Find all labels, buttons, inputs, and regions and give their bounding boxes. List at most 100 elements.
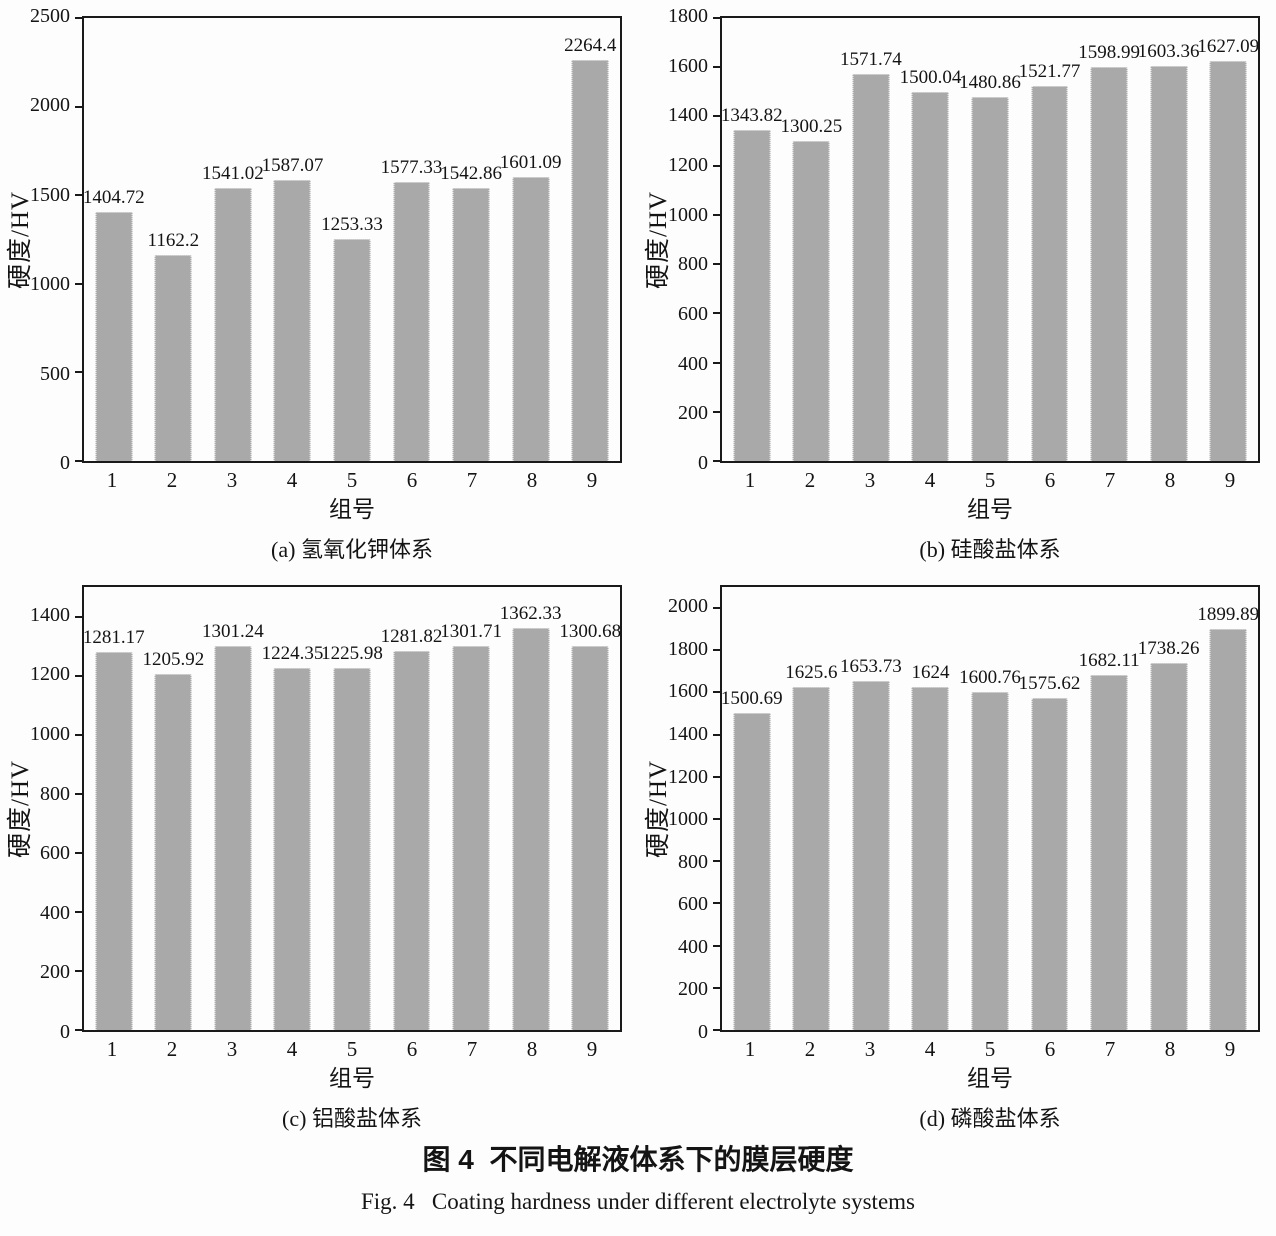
chart-d-body: 硬度/HV 0 200 400 600 800 1000 1200 1400 1600 1800 2…: [638, 585, 1276, 1130]
y-tick-label: 1000: [30, 273, 70, 296]
y-tick-mark: [75, 615, 84, 618]
bar-value-label: 1500.69: [720, 688, 783, 710]
x-tick-label: 4: [286, 468, 298, 492]
figure-caption-en: Fig. 4 Coating hardness under different …: [360, 1189, 915, 1214]
y-tick-label: 2500: [30, 5, 70, 27]
bar-value-label: 1521.77: [1018, 61, 1081, 83]
bar-value-label: 1500.04: [899, 66, 962, 88]
bar: [1090, 67, 1128, 461]
bar-value-label: 1587.07: [261, 154, 324, 176]
y-tick-label: 1600: [668, 54, 708, 77]
y-tick-label: 600: [678, 893, 708, 916]
y-tick-label: 800: [678, 253, 708, 276]
bar: [1031, 86, 1069, 461]
chart-c-y-axis-ticks: 0 200 400 600 800 1000 1200 1400: [30, 585, 82, 1042]
bar-value-label: 1343.82: [720, 105, 783, 127]
bar-value-label: 1300.68: [559, 620, 622, 642]
panel-caption: (c) 铝酸盐体系: [282, 1106, 422, 1131]
y-tick-label: 1200: [30, 663, 70, 686]
chart-b-y-axis-ticks: 0 200 400 600 800 1000 1200 1400 1600 1800: [668, 6, 720, 473]
chart-c-plot-column: 1281.17 1205.92 1301.24 1224.35 1225.98 1281.…: [75, 585, 622, 1131]
chart-a-body: 硬度/HV 0 500 1000 1500 2000 2500 1404.72 1162.2…: [0, 6, 638, 561]
chart-c-y-axis-title-area: 硬度/HV: [0, 585, 36, 1032]
y-tick-mark: [75, 674, 84, 677]
y-tick-label: 1000: [30, 723, 70, 745]
y-tick-mark: [713, 649, 722, 652]
y-tick-mark: [75, 460, 84, 462]
chart-a-y-axis-ticks: 0 500 1000 1500 2000 2500: [30, 6, 82, 473]
bar-value-label: 1899.89: [1197, 604, 1260, 626]
bar: [1209, 629, 1247, 1030]
x-tick-label: 6: [406, 468, 418, 492]
y-tick-mark: [713, 902, 722, 905]
y-tick-label: 1400: [668, 104, 708, 127]
bar-value-label: 1571.74: [840, 49, 902, 71]
x-tick-label: 7: [466, 468, 478, 492]
y-tick-mark: [75, 194, 84, 197]
bar: [512, 177, 550, 461]
bar: [733, 713, 771, 1030]
y-tick-mark: [713, 944, 722, 947]
bar: [733, 130, 771, 461]
bar-value-label: 2264.4: [564, 34, 617, 56]
x-axis-title: 组号: [967, 1066, 1013, 1091]
y-tick-label: 0: [60, 452, 70, 474]
bar: [333, 667, 371, 1030]
y-tick-mark: [75, 105, 84, 108]
bar-value-label: 1480.86: [959, 71, 1021, 93]
x-tick-label: 5: [346, 1037, 358, 1061]
x-tick-label: 9: [1224, 1037, 1236, 1061]
bar: [1150, 66, 1188, 461]
y-tick-mark: [75, 282, 84, 285]
x-tick-label: 2: [804, 1037, 816, 1061]
plot-area: 1343.82 1300.25 1571.74 1500.04 1480.86 1521.…: [713, 16, 1260, 463]
y-tick-mark: [713, 17, 722, 19]
bar: [1090, 675, 1128, 1030]
panel-caption: (d) 磷酸盐体系: [919, 1106, 1061, 1131]
y-tick-label: 400: [40, 901, 70, 924]
y-tick-label: 2000: [668, 595, 708, 618]
bar: [393, 651, 431, 1030]
y-tick-label: 500: [40, 362, 70, 385]
x-tick-label: 1: [744, 1037, 756, 1061]
x-tick-label: 1: [106, 1037, 118, 1061]
x-tick-label: 3: [226, 1037, 238, 1061]
y-tick-mark: [713, 115, 722, 118]
bar: [452, 187, 490, 461]
y-tick-mark: [75, 371, 84, 374]
bar-value-label: 1627.09: [1197, 35, 1260, 57]
chart-panel-a: 硬度/HV 0 500 1000 1500 2000 2500 1404.72 1162.2…: [0, 6, 638, 561]
chart-c-x-axis-ticks: 1 2 3 4 5 6 7 8 9: [82, 1032, 622, 1064]
y-tick-label: 1800: [668, 637, 708, 660]
bar-value-label: 1601.09: [499, 152, 562, 174]
panel-caption: (b) 硅酸盐体系: [919, 537, 1061, 562]
bar: [971, 96, 1009, 461]
y-tick-mark: [713, 818, 722, 821]
bar-value-label: 1362.33: [499, 602, 562, 624]
bar-value-label: 1281.17: [82, 626, 145, 648]
x-tick-label: 2: [166, 1037, 178, 1061]
x-tick-label: 3: [864, 468, 876, 492]
bar: [273, 179, 311, 461]
chart-panel-c: 硬度/HV 0 200 400 600 800 1000 1200 1400 1281.17 1…: [0, 585, 638, 1130]
chart-c-body: 硬度/HV 0 200 400 600 800 1000 1200 1400 1281.17 1…: [0, 585, 638, 1130]
bar: [214, 187, 252, 461]
x-tick-label: 8: [1164, 1037, 1176, 1061]
y-tick-label: 1000: [668, 808, 708, 831]
bar: [95, 651, 133, 1030]
bar: [393, 181, 431, 461]
x-tick-label: 7: [1104, 468, 1116, 492]
bar: [154, 255, 192, 461]
figure-caption-zh: 图 4 不同电解液体系下的膜层硬度: [422, 1144, 854, 1175]
y-tick-label: 600: [40, 842, 70, 865]
bar-value-label: 1598.99: [1078, 42, 1140, 64]
y-tick-mark: [713, 733, 722, 736]
y-tick-label: 0: [698, 452, 708, 474]
chart-panel-d: 硬度/HV 0 200 400 600 800 1000 1200 1400 1600 1800 2…: [638, 585, 1276, 1130]
x-tick-label: 4: [924, 1037, 936, 1061]
bar: [571, 645, 609, 1030]
bar-value-label: 1225.98: [321, 642, 383, 664]
y-tick-label: 0: [698, 1021, 708, 1043]
bar: [273, 668, 311, 1030]
